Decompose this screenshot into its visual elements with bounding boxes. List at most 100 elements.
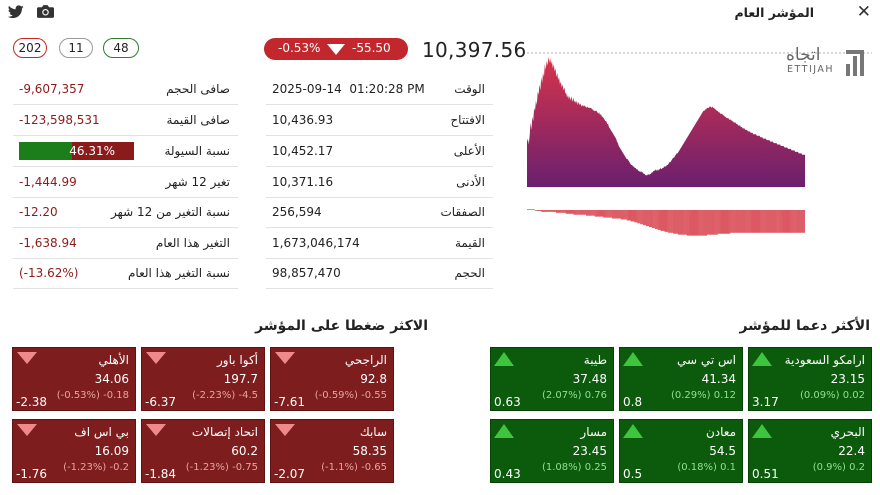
loser-tile[interactable]: أكوا باور 197.7 (-2.23%) -4.5 -6.37 (141, 347, 265, 411)
tile-change: (0.09%) 0.02 (799, 390, 865, 401)
stat-value: 10,371.16 (272, 175, 334, 189)
tile-change: (-0.53%) -0.18 (56, 390, 129, 401)
flow-bar (683, 210, 685, 235)
flow-bar (621, 210, 623, 220)
stat-label: الأعلى (453, 144, 485, 158)
flow-bar (767, 210, 768, 233)
flow-bar (764, 210, 766, 233)
flow-bar (666, 210, 668, 232)
tile-change: (0.18%) 0.1 (677, 462, 736, 473)
flow-bar (584, 210, 585, 215)
gainer-tile[interactable]: ارامكو السعودية 23.15 (0.09%) 0.02 3.17 (748, 347, 872, 411)
stat-row-net-volume: صافى الحجم -9,607,357 (13, 75, 238, 105)
camera-icon[interactable] (37, 4, 54, 19)
flow-bar (619, 210, 620, 219)
flow-bar (568, 210, 570, 214)
tile-impact: -1.84 (145, 467, 177, 481)
flow-bar (694, 210, 696, 236)
flow-bar (610, 210, 612, 218)
flow-bar (795, 210, 797, 233)
flow-bar (794, 210, 796, 233)
stat-label: الأدنى (456, 175, 485, 189)
gainer-tile[interactable]: طيبة 37.48 (2.07%) 0.76 0.63 (490, 347, 614, 411)
flow-bar (541, 210, 543, 212)
flow-bar (540, 210, 542, 211)
flow-bar (789, 210, 791, 233)
flow-bar (645, 210, 646, 226)
price-area (527, 56, 805, 187)
flow-bar (585, 210, 586, 215)
unchanged-count-badge: 11 (59, 38, 93, 58)
flow-bar (777, 210, 779, 233)
loser-tile[interactable]: الأهلي 34.06 (-0.53%) -0.18 -2.38 (12, 347, 136, 411)
stat-row-low: الأدنى 10,371.16 (266, 168, 493, 198)
twitter-icon[interactable] (8, 5, 24, 19)
gainer-tile[interactable]: معادن 54.5 (0.18%) 0.1 0.5 (619, 419, 743, 483)
flow-bar (569, 210, 571, 214)
loser-tile[interactable]: سابك 58.35 (-1.1%) -0.65 -2.07 (270, 419, 394, 483)
flow-bar (643, 210, 645, 226)
tile-change: (-0.59%) -0.55 (314, 390, 387, 401)
tile-impact: -6.37 (145, 395, 177, 409)
flow-bar (554, 210, 555, 212)
flow-bar (625, 210, 627, 220)
logo-english: ETTIJAH (787, 64, 835, 75)
flow-bar (732, 210, 734, 233)
tile-impact: 0.43 (494, 467, 521, 481)
flow-bar (756, 210, 758, 233)
flow-bar (693, 210, 695, 236)
gainer-tile[interactable]: اس تي سي 41.34 (0.29%) 0.12 0.8 (619, 347, 743, 411)
gainer-tile[interactable]: البحري 22.4 (0.9%) 0.2 0.51 (748, 419, 872, 483)
loser-tile[interactable]: اتحاد إتصالات 60.2 (-1.23%) -0.75 -1.84 (141, 419, 265, 483)
flow-bar (736, 210, 737, 233)
flow-bar (672, 210, 674, 233)
flow-bar (781, 210, 783, 233)
flow-bar (550, 210, 552, 212)
flow-bar (531, 209, 533, 211)
flow-bar (588, 210, 590, 216)
flow-bar (618, 210, 619, 219)
flow-bar (604, 210, 606, 218)
flow-bar (616, 210, 617, 219)
flow-bar (653, 210, 655, 229)
flow-bar (785, 210, 787, 233)
stat-value: 1,673,046,174 (272, 236, 360, 250)
tile-price: 41.34 (701, 372, 736, 386)
stat-row-trades: الصفقات 256,594 (266, 198, 493, 228)
tile-change: (-1.23%) -0.2 (63, 462, 129, 473)
close-icon[interactable]: ✕ (856, 2, 871, 22)
flow-bar (787, 210, 789, 233)
stat-row-ytd-change: التغير هذا العام -1,638.94 (13, 229, 238, 259)
flow-bar (702, 210, 704, 236)
flow-bar (594, 210, 596, 217)
flow-bar (681, 210, 682, 235)
tile-price: 34.06 (94, 372, 129, 386)
stat-value: -9,607,357 (19, 82, 85, 96)
flow-bar (539, 210, 541, 211)
liquidity-bar: 46.31% (19, 142, 134, 160)
gainer-tile[interactable]: مسار 23.45 (1.08%) 0.25 0.43 (490, 419, 614, 483)
flow-bar (633, 210, 635, 222)
flow-bar (688, 210, 690, 236)
flow-bar (685, 210, 687, 235)
loser-tile[interactable]: الراجحي 92.8 (-0.59%) -0.55 -7.61 (270, 347, 394, 411)
flow-bar (544, 210, 546, 212)
loser-tile[interactable]: بي اس اف 16.09 (-1.23%) -0.2 -1.76 (12, 419, 136, 483)
index-change-pill: -0.53% -55.50 (264, 38, 408, 60)
tile-price: 23.45 (572, 444, 607, 458)
stat-value: 10,452.17 (272, 144, 334, 158)
flow-bar (564, 210, 566, 213)
liquidity-bar-fill (19, 142, 73, 160)
flow-bar (676, 210, 677, 234)
tile-price: 22.4 (838, 444, 865, 458)
up-arrow-icon (494, 424, 514, 438)
flow-bar (575, 210, 577, 215)
flow-bar (769, 210, 770, 233)
flow-bar (745, 210, 747, 233)
flow-bar (707, 210, 708, 235)
flow-bar (657, 210, 659, 230)
flow-bar (730, 210, 732, 233)
flow-bar (743, 210, 745, 233)
flow-bar (757, 210, 759, 233)
flow-bar (636, 210, 638, 223)
